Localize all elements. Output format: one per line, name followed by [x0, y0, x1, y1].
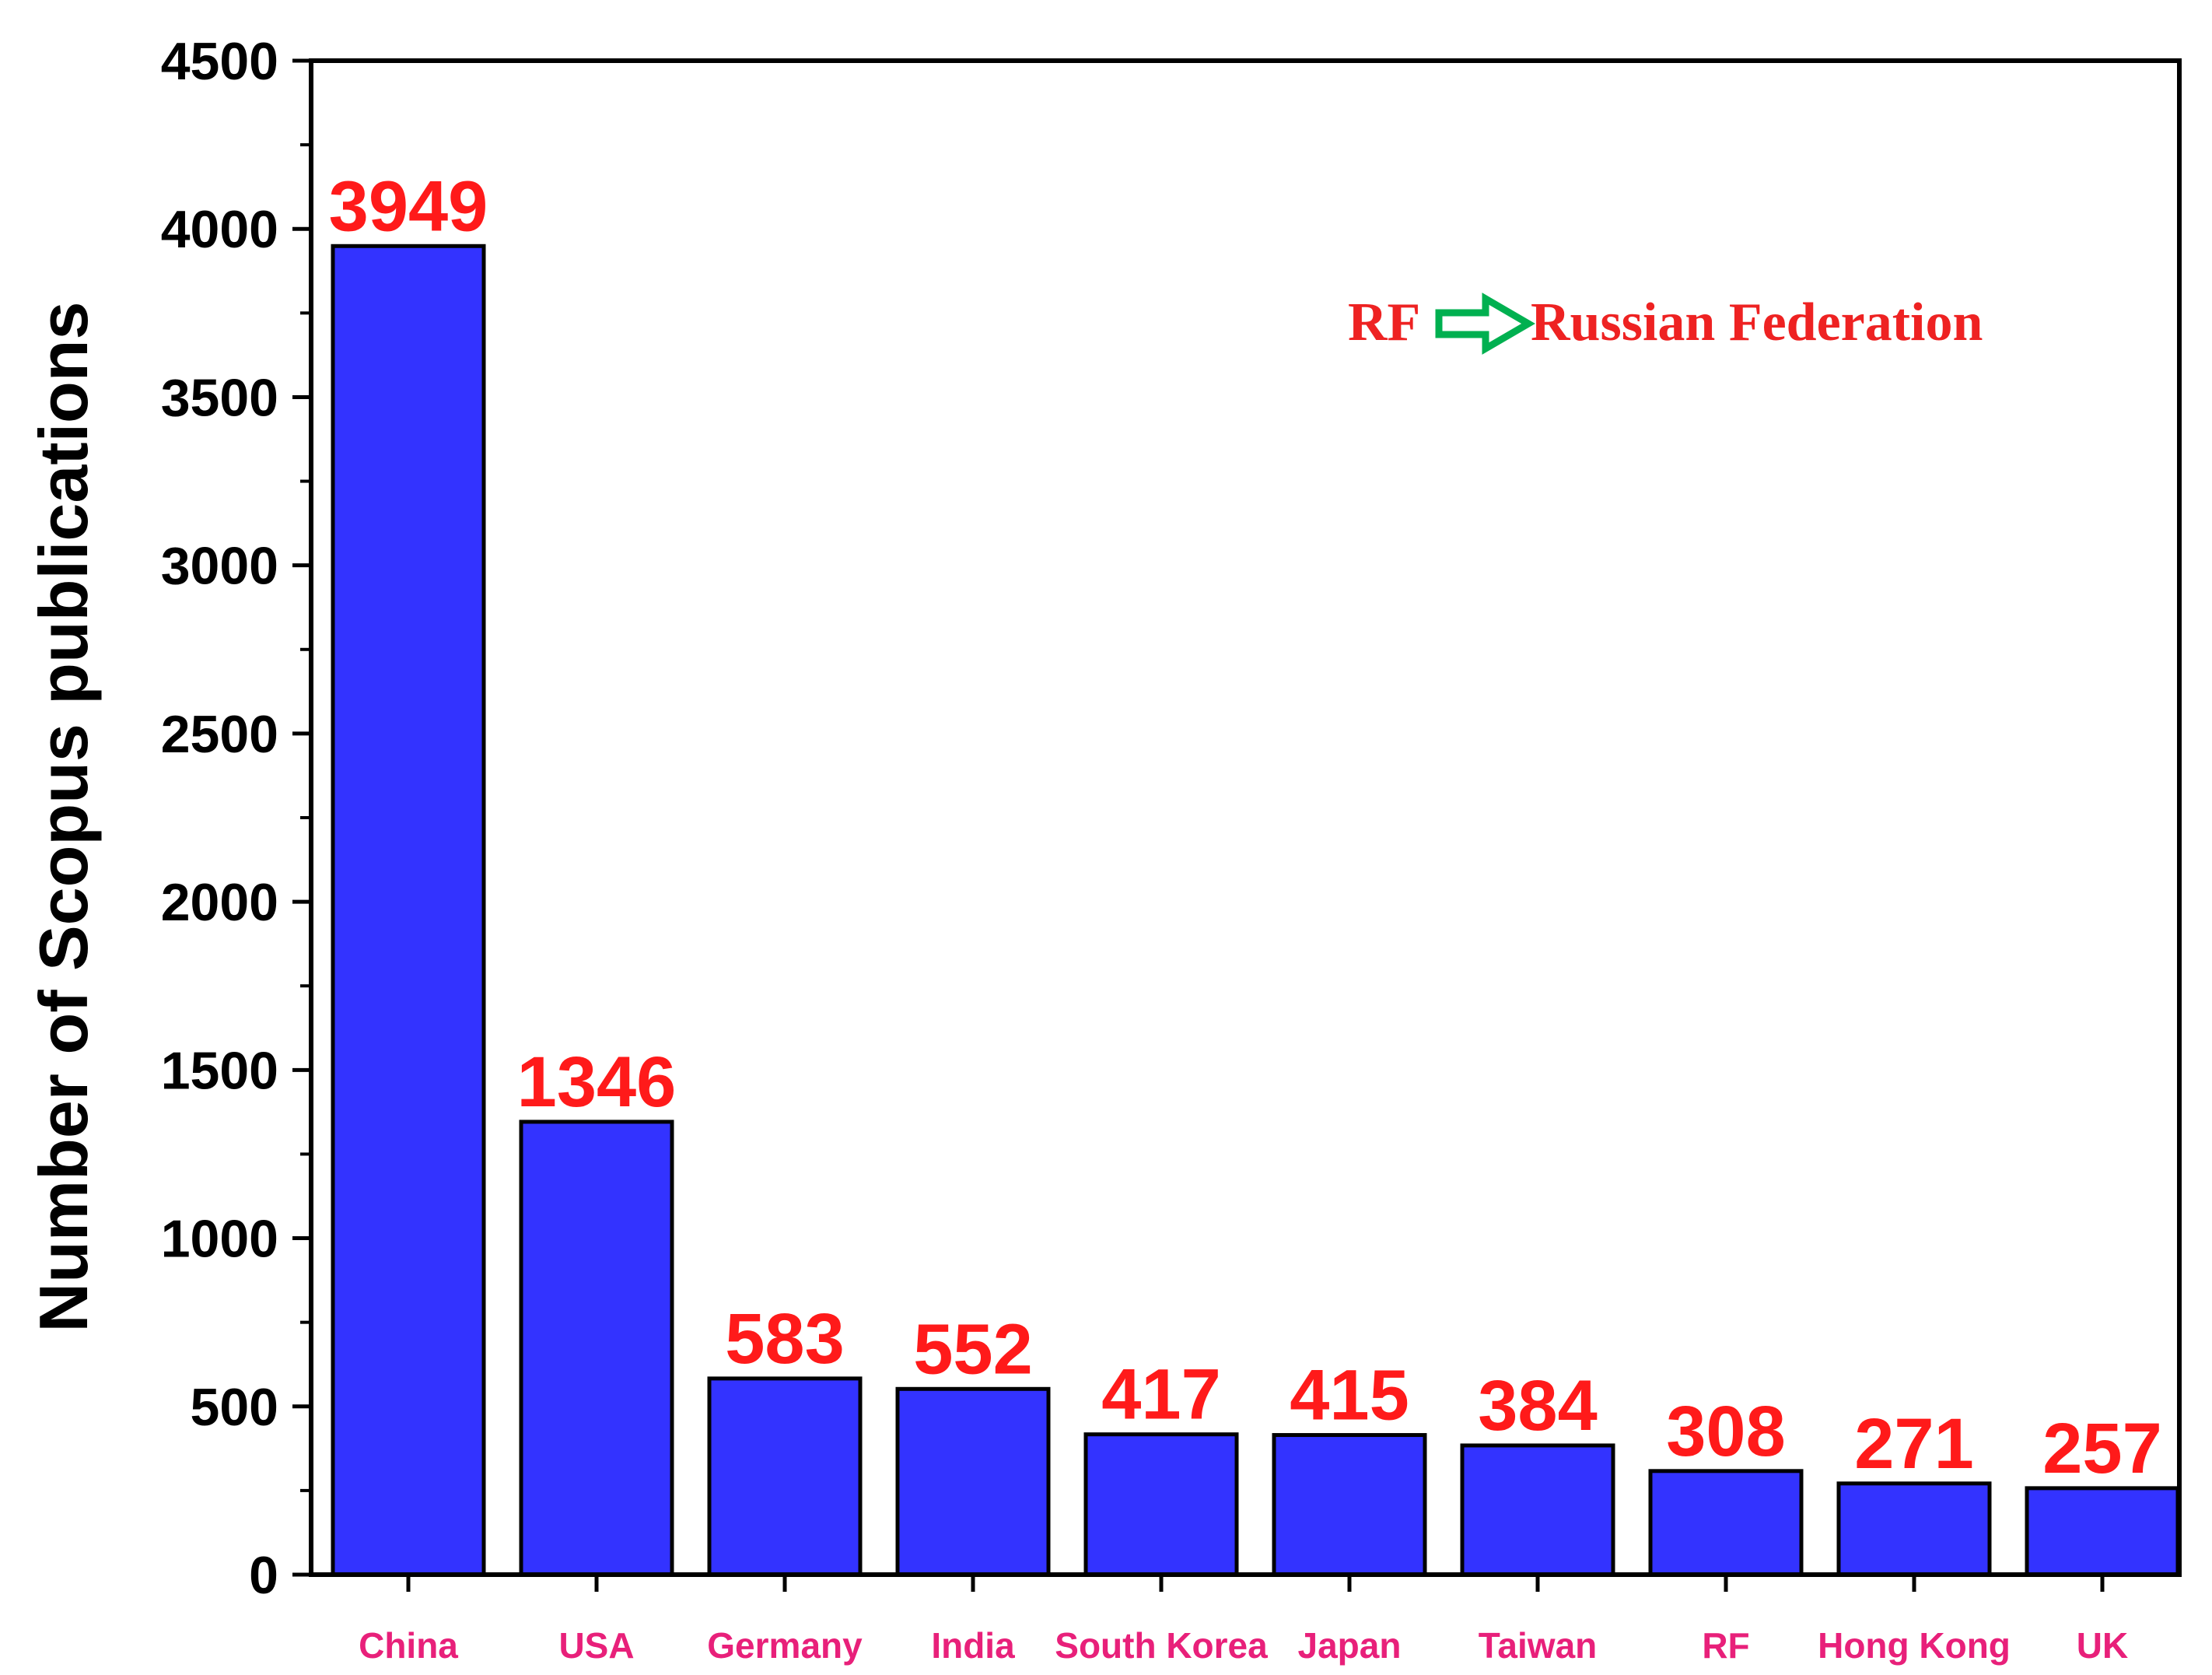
y-tick-label: 4500	[161, 32, 278, 91]
right-arrow-icon	[1435, 293, 1535, 355]
bars-group	[331, 244, 2180, 1577]
annotation-full-name: Russian Federation	[1531, 293, 1983, 352]
bar	[1836, 1481, 1992, 1577]
category-label: Hong Kong	[1818, 1625, 2011, 1666]
bar	[1648, 1469, 1804, 1577]
category-label: South Korea	[1055, 1625, 1268, 1666]
category-label: Taiwan	[1479, 1625, 1598, 1666]
bar	[895, 1386, 1051, 1577]
data-label: 552	[913, 1309, 1033, 1389]
data-label: 271	[1854, 1404, 1974, 1484]
category-labels-group: China USA Germany India South Korea Japan Taiw…	[359, 1625, 2128, 1666]
category-label: USA	[558, 1625, 634, 1666]
x-axis-ticks	[406, 1575, 2105, 1592]
y-tick-label: 4000	[161, 200, 278, 259]
bar	[519, 1120, 674, 1577]
data-label: 417	[1101, 1355, 1221, 1435]
category-label: UK	[2077, 1625, 2128, 1666]
y-axis-ticks: 0 500 1000 1500 2000 2500 3000 3500 4000 4500	[161, 32, 311, 1605]
y-tick-label: 0	[249, 1546, 278, 1605]
data-label: 257	[2042, 1409, 2162, 1488]
annotation-abbrev: RF	[1348, 293, 1420, 352]
bar	[1272, 1433, 1427, 1577]
y-axis-title: Number of Scopus publications	[25, 302, 102, 1333]
plot-frame	[309, 58, 2182, 1577]
bar	[707, 1376, 863, 1577]
y-tick-label: 1500	[161, 1041, 278, 1100]
annotation: RF Russian Federation	[1348, 293, 1983, 355]
category-label: India	[931, 1625, 1015, 1666]
data-label: 1346	[517, 1042, 677, 1122]
data-label: 384	[1478, 1366, 1598, 1445]
category-label: Germany	[707, 1625, 863, 1666]
y-tick-label: 500	[191, 1378, 278, 1437]
bar	[2025, 1486, 2180, 1577]
data-labels-group: 3949 1346 583 552 417 415 384 308 271 257	[329, 166, 2162, 1488]
bar	[1083, 1432, 1239, 1577]
bar	[1460, 1443, 1615, 1577]
bar	[331, 244, 486, 1577]
data-label: 583	[725, 1299, 845, 1379]
y-tick-label: 2500	[161, 705, 278, 764]
data-label: 3949	[329, 166, 488, 246]
y-tick-label: 3000	[161, 537, 278, 596]
y-tick-label: 1000	[161, 1210, 278, 1269]
category-label: RF	[1702, 1625, 1749, 1666]
category-label: Japan	[1298, 1625, 1402, 1666]
category-label: China	[359, 1625, 458, 1666]
data-label: 308	[1666, 1392, 1786, 1471]
y-tick-label: 3500	[161, 368, 278, 427]
data-label: 415	[1290, 1356, 1409, 1435]
y-tick-label: 2000	[161, 873, 278, 932]
